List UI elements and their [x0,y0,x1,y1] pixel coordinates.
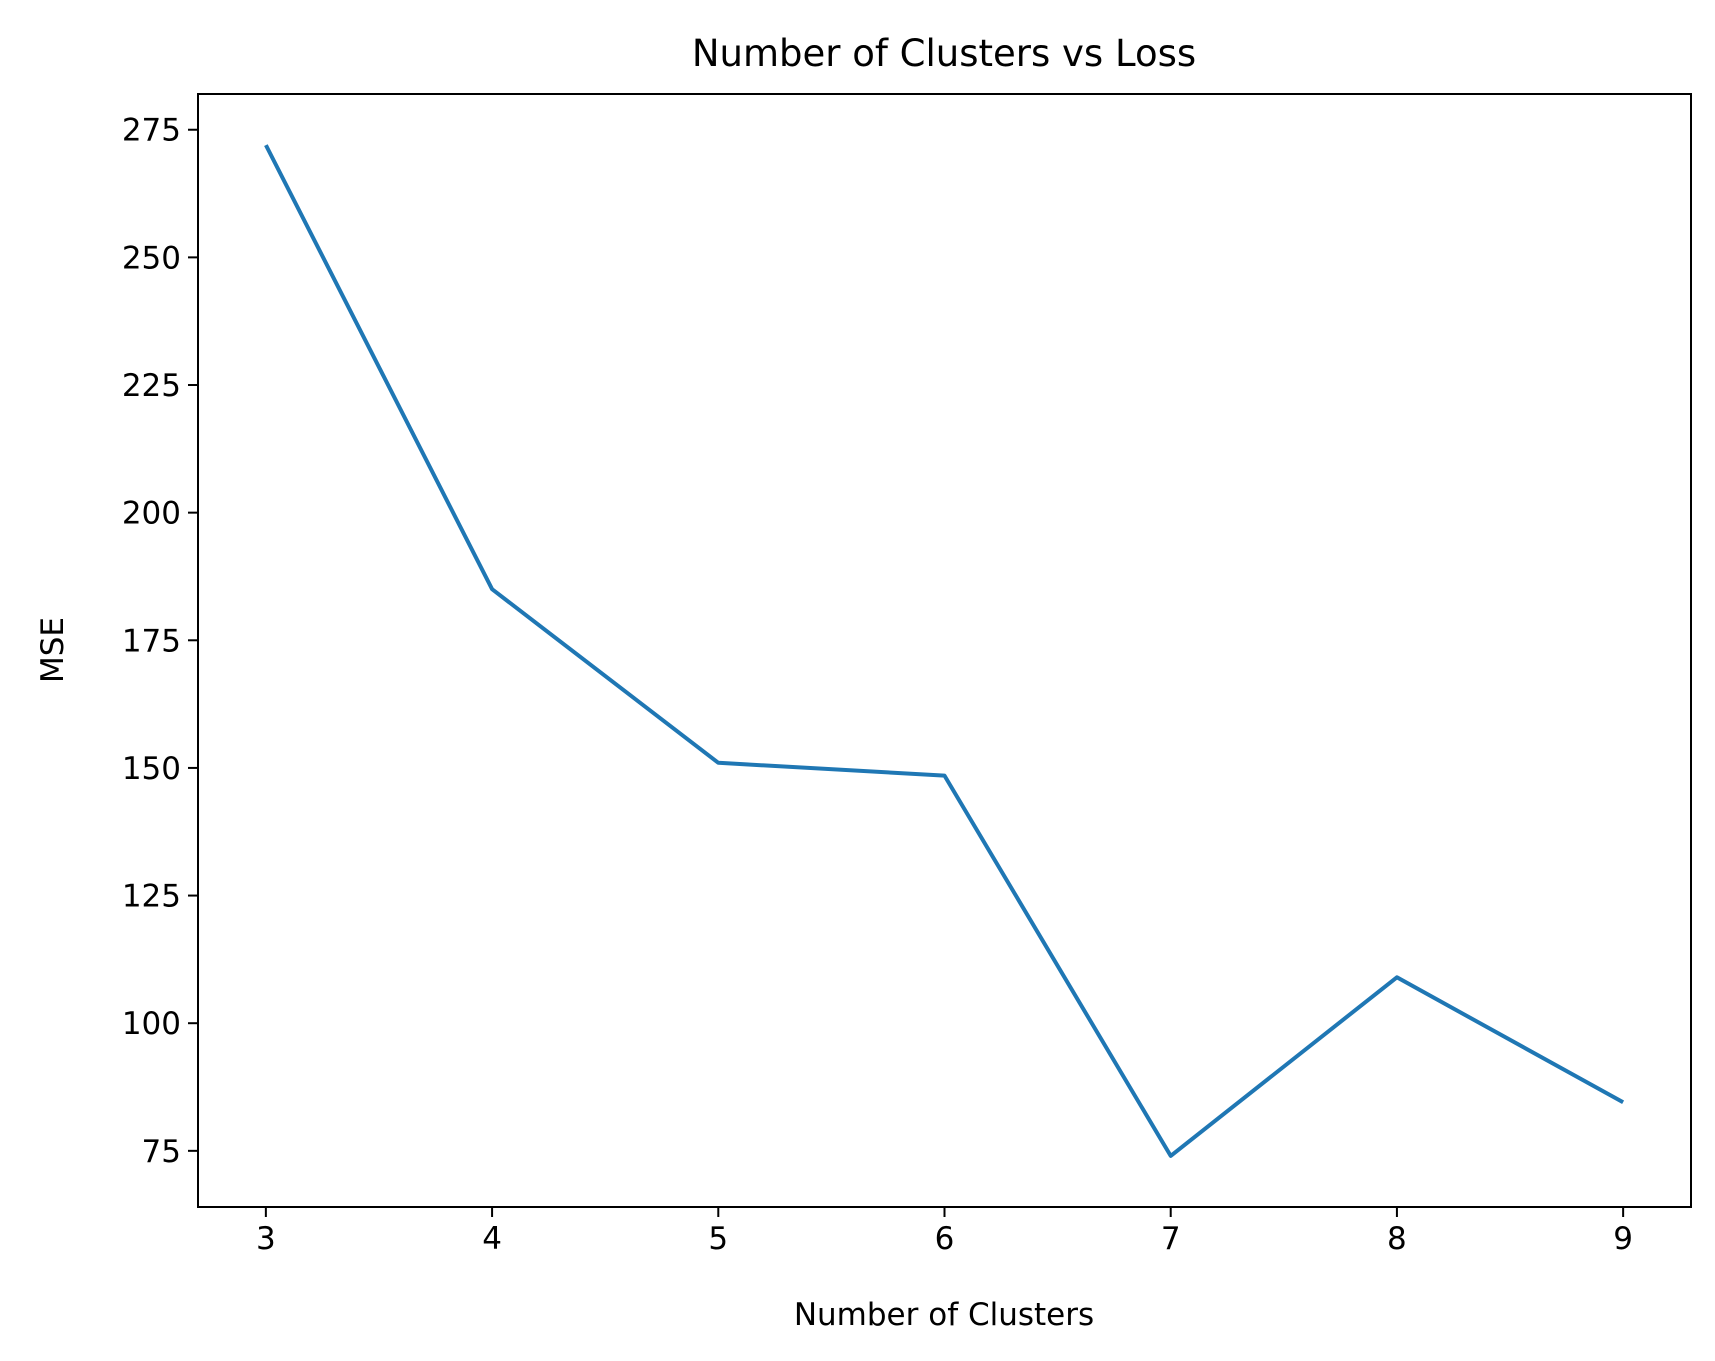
x-tick-label: 5 [708,1221,728,1257]
y-tick-label: 250 [122,240,181,276]
x-tick-label: 4 [482,1221,502,1257]
y-tick-label: 125 [122,879,181,915]
y-tick-label: 150 [122,751,181,787]
y-axis: 75 100 125 150 175 200 225 250 275 [122,113,198,1170]
x-tick-label: 9 [1613,1221,1633,1257]
x-tick-label: 8 [1387,1221,1407,1257]
plot-frame [197,93,1692,1208]
x-tick-label: 3 [256,1221,276,1257]
x-tick-label: 6 [935,1221,955,1257]
x-axis-label: Number of Clusters [794,1297,1094,1333]
y-tick-label: 100 [122,1006,181,1042]
chart-title: Number of Clusters vs Loss [692,32,1196,75]
x-tick-label: 7 [1161,1221,1181,1257]
y-tick-label: 175 [122,623,181,659]
y-tick-label: 225 [122,368,181,404]
series-line [264,144,1625,1158]
y-tick-label: 200 [122,496,181,532]
y-axis-label: MSE [35,617,71,683]
plot-series [264,144,1625,1158]
y-tick-label: 75 [142,1134,181,1170]
x-axis: 3 4 5 6 7 8 9 [256,1207,1633,1257]
y-tick-label: 275 [122,113,181,149]
